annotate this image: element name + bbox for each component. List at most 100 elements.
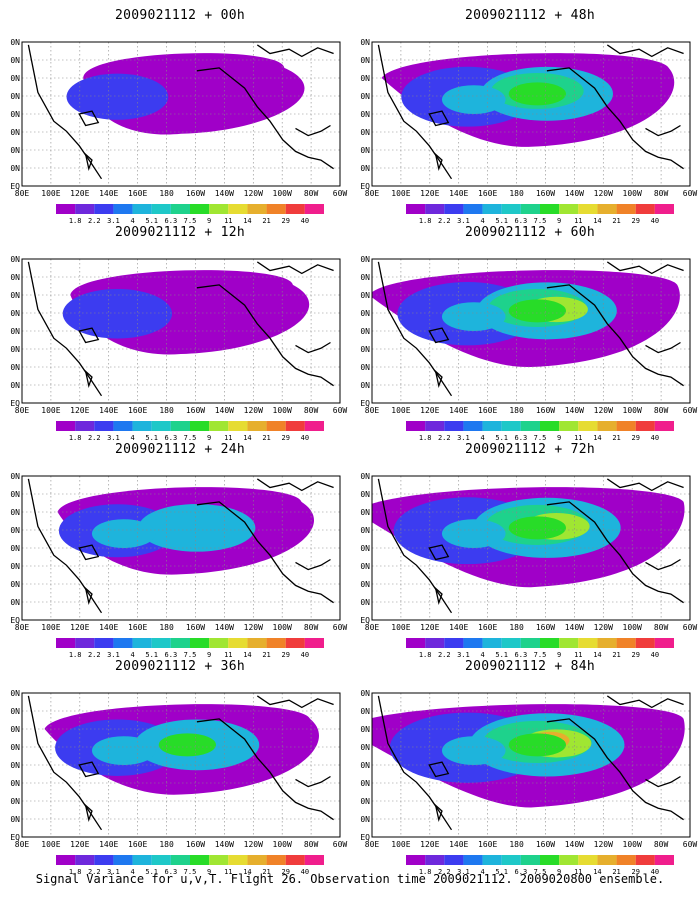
lat-label: 60N bbox=[360, 725, 370, 734]
lat-label: EQ bbox=[10, 833, 20, 842]
coastline bbox=[27, 695, 103, 831]
colorbar-label: 3.1 bbox=[457, 868, 470, 876]
colorbar-label: 14 bbox=[593, 868, 601, 876]
lon-label: 160E bbox=[478, 189, 497, 198]
colorbar-label: 14 bbox=[243, 868, 251, 876]
colorbar-swatch bbox=[304, 421, 324, 431]
lon-label: 80W bbox=[654, 840, 669, 849]
colorbar-swatch bbox=[406, 421, 426, 431]
lat-label: 50N bbox=[360, 92, 370, 101]
coastline bbox=[84, 803, 93, 822]
lat-label: 30N bbox=[360, 562, 370, 571]
lon-label: 80E bbox=[15, 189, 30, 198]
colorbar-label: 1.8 bbox=[419, 651, 432, 659]
colorbar-swatch bbox=[304, 855, 324, 865]
colorbar-label: 3.1 bbox=[457, 651, 470, 659]
lat-label: 20N bbox=[360, 580, 370, 589]
colorbar-swatch bbox=[170, 855, 190, 865]
lon-label: 180 bbox=[159, 189, 174, 198]
lon-label: 100E bbox=[391, 406, 410, 415]
colorbar-label: 5.1 bbox=[495, 651, 508, 659]
colorbar-label: 7.5 bbox=[534, 651, 547, 659]
colorbar-label: 9 bbox=[557, 434, 561, 442]
coastline bbox=[196, 501, 334, 604]
colorbar-label: 2.2 bbox=[88, 434, 101, 442]
lat-label: 10N bbox=[10, 381, 20, 390]
lat-label: 70N bbox=[10, 56, 20, 65]
colorbar-label: 21 bbox=[262, 434, 270, 442]
lon-label: 100W bbox=[273, 840, 292, 849]
colorbar-swatch bbox=[482, 638, 502, 648]
colorbar-swatch bbox=[113, 638, 133, 648]
lat-label: 70N bbox=[10, 490, 20, 499]
colorbar-swatch bbox=[482, 204, 502, 214]
variance-region bbox=[91, 519, 156, 548]
coastline bbox=[196, 67, 334, 170]
colorbar-swatch bbox=[559, 204, 579, 214]
colorbar-swatch bbox=[559, 638, 579, 648]
lat-label: 80N bbox=[360, 38, 370, 47]
colorbar-label: 7.5 bbox=[534, 217, 547, 225]
colorbar-swatch bbox=[190, 204, 210, 214]
coastline bbox=[295, 775, 331, 788]
lon-label: 140E bbox=[449, 406, 468, 415]
lon-label: 120E bbox=[420, 406, 439, 415]
lon-label: 80W bbox=[304, 189, 319, 198]
colorbar-label: 5.1 bbox=[145, 434, 158, 442]
coastline bbox=[196, 718, 334, 821]
colorbar-label: 9 bbox=[207, 868, 211, 876]
colorbar-swatch bbox=[482, 421, 502, 431]
lon-label: 140E bbox=[99, 623, 118, 632]
lat-label: 50N bbox=[10, 92, 20, 101]
colorbar-label: 40 bbox=[651, 868, 659, 876]
colorbar-swatch bbox=[463, 855, 483, 865]
colorbar-swatch bbox=[578, 855, 598, 865]
coastline bbox=[196, 284, 334, 387]
colorbar-label: 1.8 bbox=[69, 868, 82, 876]
lat-label: 30N bbox=[10, 345, 20, 354]
colorbar-swatch bbox=[654, 421, 674, 431]
colorbar-swatch bbox=[654, 204, 674, 214]
coastline bbox=[606, 478, 684, 492]
colorbar-swatch bbox=[151, 204, 171, 214]
lon-label: 100W bbox=[623, 623, 642, 632]
coastline bbox=[256, 695, 334, 709]
lat-label: 30N bbox=[360, 345, 370, 354]
lat-label: 40N bbox=[360, 110, 370, 119]
lat-label: 60N bbox=[10, 74, 20, 83]
coastline bbox=[84, 369, 93, 388]
coastline bbox=[428, 761, 450, 778]
lon-label: 120E bbox=[70, 840, 89, 849]
colorbar-swatch bbox=[578, 638, 598, 648]
lon-label: 140W bbox=[565, 406, 584, 415]
colorbar-label: 6.3 bbox=[515, 868, 528, 876]
lat-label: 40N bbox=[360, 544, 370, 553]
colorbar-label: 9 bbox=[557, 651, 561, 659]
colorbar-label: 40 bbox=[301, 434, 309, 442]
lon-label: 120E bbox=[420, 840, 439, 849]
colorbar-swatch bbox=[285, 421, 305, 431]
colorbar-label: 4 bbox=[480, 434, 484, 442]
lat-label: 60N bbox=[360, 291, 370, 300]
colorbar-label: 6.3 bbox=[165, 217, 178, 225]
colorbar-swatch bbox=[247, 638, 267, 648]
lat-label: 60N bbox=[10, 725, 20, 734]
colorbar-label: 40 bbox=[651, 217, 659, 225]
lon-label: 140E bbox=[99, 840, 118, 849]
lat-label: 80N bbox=[360, 255, 370, 264]
colorbar-swatch bbox=[406, 855, 426, 865]
colorbar-label: 29 bbox=[631, 868, 639, 876]
lat-label: 60N bbox=[10, 291, 20, 300]
colorbar-label: 5.1 bbox=[495, 868, 508, 876]
lat-label: 10N bbox=[10, 815, 20, 824]
coastline bbox=[256, 261, 334, 275]
colorbar-swatch bbox=[520, 204, 540, 214]
lat-label: 10N bbox=[360, 381, 370, 390]
lon-label: 60W bbox=[333, 840, 348, 849]
colorbar-label: 9 bbox=[207, 217, 211, 225]
colorbar-label: 4 bbox=[480, 651, 484, 659]
lat-label: 50N bbox=[10, 526, 20, 535]
colorbar-label: 29 bbox=[281, 868, 289, 876]
lon-label: 160W bbox=[186, 840, 205, 849]
coastline bbox=[78, 110, 100, 127]
